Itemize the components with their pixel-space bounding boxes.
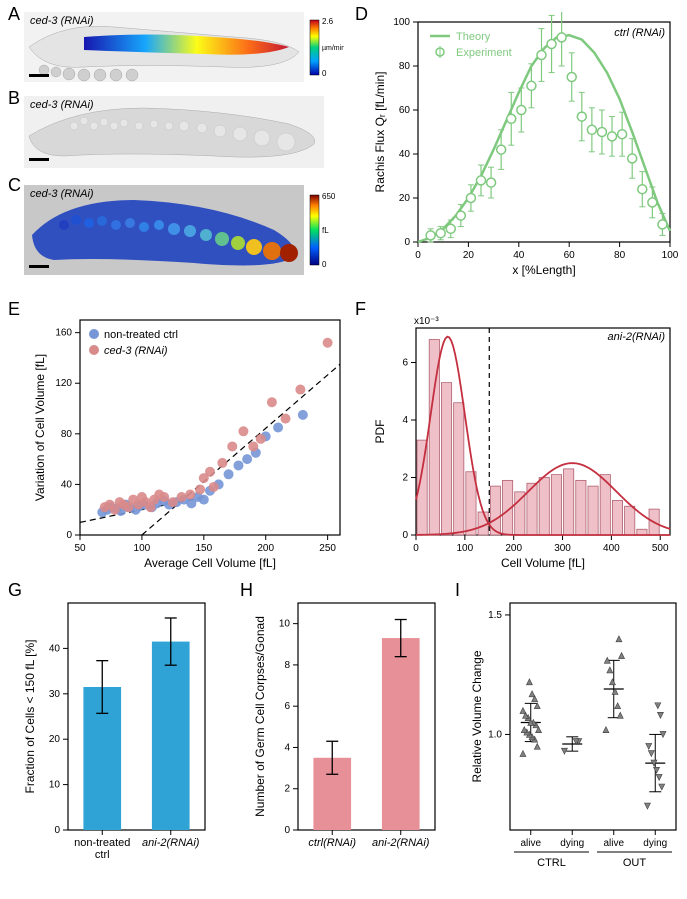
svg-text:dying: dying — [560, 838, 584, 849]
panel-b-figure: ced-3 (RNAi) — [24, 96, 344, 171]
panel-d-label: D — [355, 4, 368, 25]
svg-text:40: 40 — [399, 149, 411, 160]
panel-b-caption: ced-3 (RNAi) — [30, 99, 94, 111]
panel-a-caption: ced-3 (RNAi) — [30, 15, 94, 27]
svg-text:0: 0 — [413, 543, 419, 554]
svg-text:10: 10 — [279, 619, 291, 630]
svg-text:x10⁻³: x10⁻³ — [414, 316, 439, 327]
svg-text:100: 100 — [393, 17, 410, 28]
svg-text:2: 2 — [402, 473, 408, 484]
svg-text:0: 0 — [284, 825, 290, 836]
panel-c-label: C — [8, 175, 21, 196]
panel-e-chart: 50 100 150 200 250 0 40 80 120 160 Average Cell Vo… — [30, 310, 350, 570]
panel-a-figure: ced-3 (RNAi) 2.6 0 µm/min — [24, 12, 344, 84]
svg-text:6: 6 — [284, 701, 290, 712]
svg-text:6: 6 — [402, 358, 408, 369]
svg-text:non-treated ctrl: non-treated ctrl — [104, 329, 178, 341]
svg-text:300: 300 — [554, 543, 571, 554]
svg-text:10: 10 — [49, 780, 61, 791]
panel-c-cb-unit: fL — [322, 226, 329, 235]
svg-text:60: 60 — [399, 105, 411, 116]
svg-text:alive: alive — [603, 838, 624, 849]
svg-text:120: 120 — [55, 378, 72, 389]
svg-text:80: 80 — [399, 61, 411, 72]
svg-text:100: 100 — [662, 250, 679, 261]
svg-text:ani-2(RNAi): ani-2(RNAi) — [608, 331, 666, 343]
svg-text:PDF: PDF — [373, 420, 387, 444]
svg-text:ctrl(RNAi): ctrl(RNAi) — [308, 837, 356, 849]
svg-text:0: 0 — [415, 250, 421, 261]
svg-text:Average Cell Volume [fL]: Average Cell Volume [fL] — [144, 556, 276, 570]
svg-text:ctrl (RNAi): ctrl (RNAi) — [614, 27, 665, 39]
svg-text:Number of Germ Cell Corpses/Go: Number of Germ Cell Corpses/Gonad — [253, 616, 267, 817]
svg-text:2: 2 — [284, 784, 290, 795]
svg-text:500: 500 — [652, 543, 669, 554]
svg-text:0: 0 — [402, 530, 408, 541]
panel-c-figure: ced-3 (RNAi) 650 0 fL — [24, 185, 344, 280]
svg-text:100: 100 — [457, 543, 474, 554]
panel-f-chart: 0 100 200 300 400 500 0 2 4 6 Cell Volume [fL] PDF x… — [370, 310, 680, 570]
svg-text:80: 80 — [61, 429, 73, 440]
svg-text:ani-2(RNAi): ani-2(RNAi) — [142, 837, 200, 849]
svg-text:Rachis Flux Qᵣ [fL/min]: Rachis Flux Qᵣ [fL/min] — [373, 72, 387, 193]
svg-text:CTRL: CTRL — [537, 857, 566, 869]
svg-text:ctrl: ctrl — [95, 849, 110, 861]
svg-text:alive: alive — [520, 838, 541, 849]
panel-e-label: E — [8, 299, 20, 320]
svg-text:0: 0 — [66, 530, 72, 541]
svg-text:200: 200 — [505, 543, 522, 554]
panel-a-cb-min: 0 — [322, 69, 327, 78]
svg-text:30: 30 — [49, 689, 61, 700]
svg-text:20: 20 — [399, 193, 411, 204]
svg-text:1.5: 1.5 — [488, 610, 502, 621]
svg-text:4: 4 — [402, 415, 408, 426]
svg-text:dying: dying — [643, 838, 667, 849]
svg-text:ced-3 (RNAi): ced-3 (RNAi) — [104, 345, 168, 357]
svg-text:x [%Length]: x [%Length] — [512, 263, 575, 277]
svg-text:Cell Volume [fL]: Cell Volume [fL] — [501, 556, 585, 570]
svg-text:100: 100 — [134, 543, 151, 554]
svg-text:40: 40 — [49, 643, 61, 654]
panel-c-caption: ced-3 (RNAi) — [30, 188, 94, 200]
svg-text:4: 4 — [284, 742, 290, 753]
panel-h-chart: 0 2 4 6 8 10 Number of Germ Cell Corpses/Gonad… — [250, 595, 450, 890]
svg-text:150: 150 — [195, 543, 212, 554]
svg-text:non-treated: non-treated — [74, 837, 130, 849]
svg-text:60: 60 — [564, 250, 576, 261]
svg-text:400: 400 — [603, 543, 620, 554]
svg-text:40: 40 — [61, 479, 73, 490]
svg-text:0: 0 — [404, 237, 410, 248]
panel-i-label: I — [455, 580, 460, 601]
svg-text:Theory: Theory — [456, 31, 491, 43]
svg-text:Variation of Cell Volume [fL]: Variation of Cell Volume [fL] — [33, 354, 47, 501]
panel-f-label: F — [355, 299, 366, 320]
svg-text:20: 20 — [49, 734, 61, 745]
svg-text:20: 20 — [463, 250, 475, 261]
panel-b-label: B — [8, 88, 20, 109]
svg-text:Fraction of Cells < 150 fL [%]: Fraction of Cells < 150 fL [%] — [23, 640, 37, 794]
panel-c-cb-min: 0 — [322, 260, 327, 269]
svg-text:8: 8 — [284, 660, 290, 671]
svg-text:0: 0 — [54, 825, 60, 836]
svg-text:50: 50 — [74, 543, 86, 554]
panel-d-chart: 0 20 40 60 80 100 0 20 40 60 80 100 x [%Length] Rachi… — [370, 12, 680, 287]
svg-text:160: 160 — [55, 328, 72, 339]
panel-g-chart: 0 10 20 30 40 Fraction of Cells < 150 fL [%] n… — [20, 595, 230, 890]
panel-a-cb-max: 2.6 — [322, 17, 334, 26]
svg-text:OUT: OUT — [623, 857, 647, 869]
panel-c-cb-max: 650 — [322, 192, 336, 201]
svg-text:ani-2(RNAi): ani-2(RNAi) — [372, 837, 430, 849]
svg-text:1.0: 1.0 — [488, 729, 502, 740]
panel-i-chart: 1.0 1.5 Relative Volume Change alive dying al… — [468, 595, 683, 890]
svg-text:200: 200 — [257, 543, 274, 554]
panel-a-cb-unit: µm/min — [322, 45, 344, 52]
svg-text:Experiment: Experiment — [456, 47, 512, 59]
svg-text:250: 250 — [319, 543, 336, 554]
svg-text:80: 80 — [614, 250, 626, 261]
svg-text:Relative Volume Change: Relative Volume Change — [470, 650, 484, 782]
panel-a-label: A — [8, 4, 20, 25]
svg-text:40: 40 — [513, 250, 525, 261]
